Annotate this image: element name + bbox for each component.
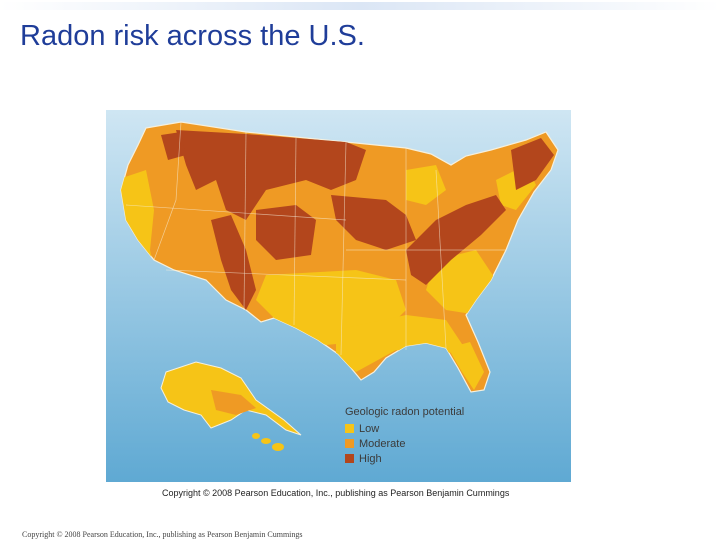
- legend-swatch-low: [345, 424, 354, 433]
- alaska-moderate-zone: [211, 390, 256, 415]
- slide-title: Radon risk across the U.S.: [20, 20, 365, 52]
- legend-swatch-moderate: [345, 439, 354, 448]
- slide-footer: Copyright © 2008 Pearson Education, Inc.…: [22, 530, 303, 539]
- map-legend: Geologic radon potential Low Moderate Hi…: [345, 406, 515, 466]
- high-zone-new-england: [511, 138, 554, 190]
- high-zone-northern-rockies: [176, 130, 366, 220]
- low-zone-gulf: [336, 315, 466, 372]
- high-zone-great-basin: [211, 215, 256, 310]
- legend-item-moderate: Moderate: [345, 436, 515, 451]
- high-zone-appalachians: [406, 195, 506, 285]
- legend-item-low: Low: [345, 421, 515, 436]
- legend-title: Geologic radon potential: [345, 406, 465, 418]
- legend-item-high: High: [345, 451, 515, 466]
- header-rule: [0, 2, 720, 10]
- high-zone-colorado: [256, 205, 316, 260]
- legend-swatch-high: [345, 454, 354, 463]
- low-zone-florida: [448, 342, 484, 390]
- map-graphic: [106, 110, 571, 482]
- legend-label-low: Low: [359, 422, 380, 435]
- radon-map: Geologic radon potential Low Moderate Hi…: [106, 110, 571, 482]
- high-zone-midwest: [331, 195, 416, 250]
- hawaii: [252, 433, 284, 451]
- figure-credit: Copyright © 2008 Pearson Education, Inc.…: [162, 488, 510, 498]
- state-borders: [125, 121, 506, 356]
- legend-label-moderate: Moderate: [359, 437, 406, 450]
- legend-label-high: High: [359, 452, 382, 465]
